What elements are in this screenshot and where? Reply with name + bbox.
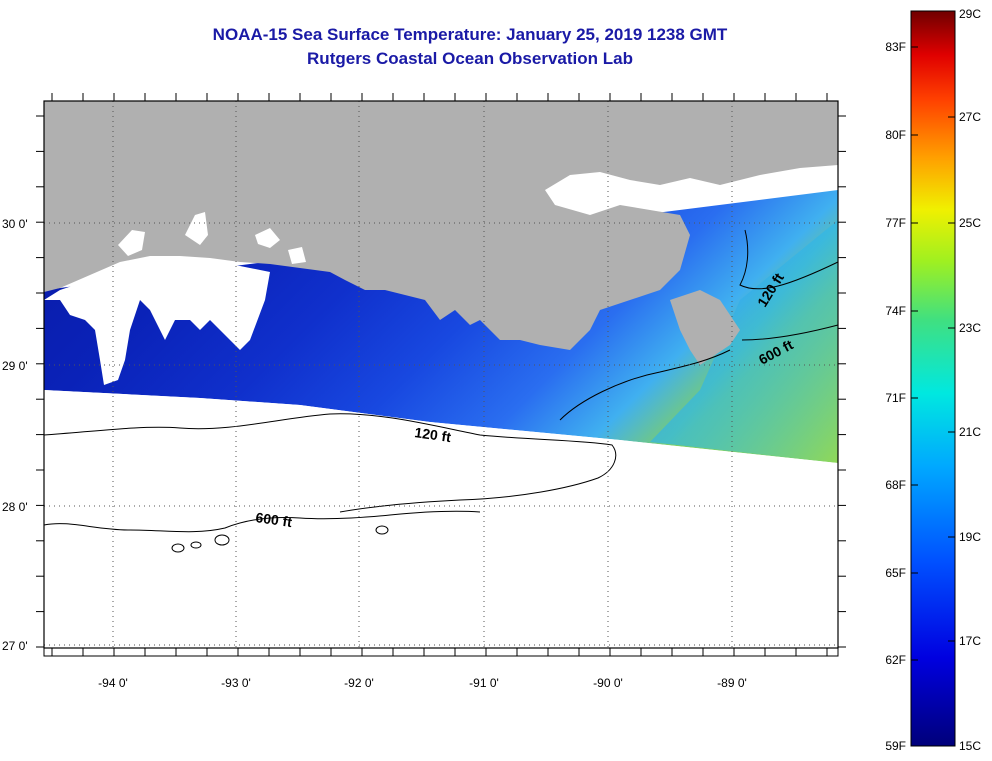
no-data-region: [44, 390, 838, 648]
depth-contours: [43, 229, 839, 533]
map-title: NOAA-15 Sea Surface Temperature: January…: [212, 25, 728, 44]
colorbar-c-label: 27C: [959, 110, 981, 124]
cloud-mask-inland: [185, 212, 208, 245]
colorbar-c-label: 17C: [959, 634, 981, 648]
lon-label: -93 0': [221, 676, 251, 690]
map-subtitle: Rutgers Coastal Ocean Observation Lab: [307, 49, 633, 68]
axis-ticks: [36, 93, 846, 656]
delta-land: [670, 290, 740, 365]
colorbar-f-label: 77F: [885, 216, 906, 230]
colorbar-f-label: 74F: [885, 304, 906, 318]
contour-inner: [559, 349, 731, 421]
colorbar-f-labels: 83F 80F 77F 74F 71F 68F 65F 62F 59F: [885, 40, 906, 753]
lat-label: 27 0': [2, 639, 28, 653]
contour-600ft-east: [741, 324, 839, 341]
colorbar-c-labels: 29C 27C 25C 23C 21C 19C 17C 15C: [959, 7, 981, 753]
cloud-mask-inland: [118, 230, 145, 256]
colorbar-gradient: [910, 10, 956, 747]
colorbar-f-label: 59F: [885, 739, 906, 753]
colorbar-f-label: 80F: [885, 128, 906, 142]
colorbar-f-label: 83F: [885, 40, 906, 54]
colorbar-c-label: 21C: [959, 425, 981, 439]
land-mass: [44, 101, 838, 350]
lat-label: 29 0': [2, 359, 28, 373]
longitude-labels: -94 0' -93 0' -92 0' -91 0' -90 0' -89 0…: [98, 676, 747, 690]
colorbar-f-label: 68F: [885, 478, 906, 492]
colorbar-c-label: 29C: [959, 7, 981, 21]
latitude-labels: 30 0' 29 0' 28 0' 27 0': [2, 217, 28, 653]
lon-label: -94 0': [98, 676, 128, 690]
contour-600ft: [43, 510, 481, 533]
lon-label: -89 0': [717, 676, 747, 690]
cloud-mask-west: [44, 260, 270, 385]
axis-strip-bottom: [43, 647, 839, 657]
lon-label: -91 0': [469, 676, 499, 690]
colorbar-c-label: 19C: [959, 530, 981, 544]
graticule: [44, 101, 838, 648]
colorbar-f-label: 65F: [885, 566, 906, 580]
lat-label: 30 0': [2, 217, 28, 231]
contour-120ft: [43, 413, 617, 513]
lat-label: 28 0': [2, 500, 28, 514]
cloud-mask-inland: [255, 228, 280, 248]
lon-label: -90 0': [593, 676, 623, 690]
contour-label: 600 ft: [255, 509, 294, 530]
colorbar-f-label: 71F: [885, 391, 906, 405]
warm-water-region: [650, 220, 838, 463]
contour-label: 120 ft: [414, 424, 453, 445]
contour-islands: [171, 525, 389, 553]
lon-label: -92 0': [344, 676, 374, 690]
colorbar-f-label: 62F: [885, 653, 906, 667]
colorbar-c-label: 25C: [959, 216, 981, 230]
contour-120ft-east: [739, 229, 839, 290]
cloud-mask-inland: [288, 247, 306, 264]
colorbar-ticks: [911, 46, 955, 661]
colorbar-c-label: 15C: [959, 739, 981, 753]
colorbar-c-label: 23C: [959, 321, 981, 335]
